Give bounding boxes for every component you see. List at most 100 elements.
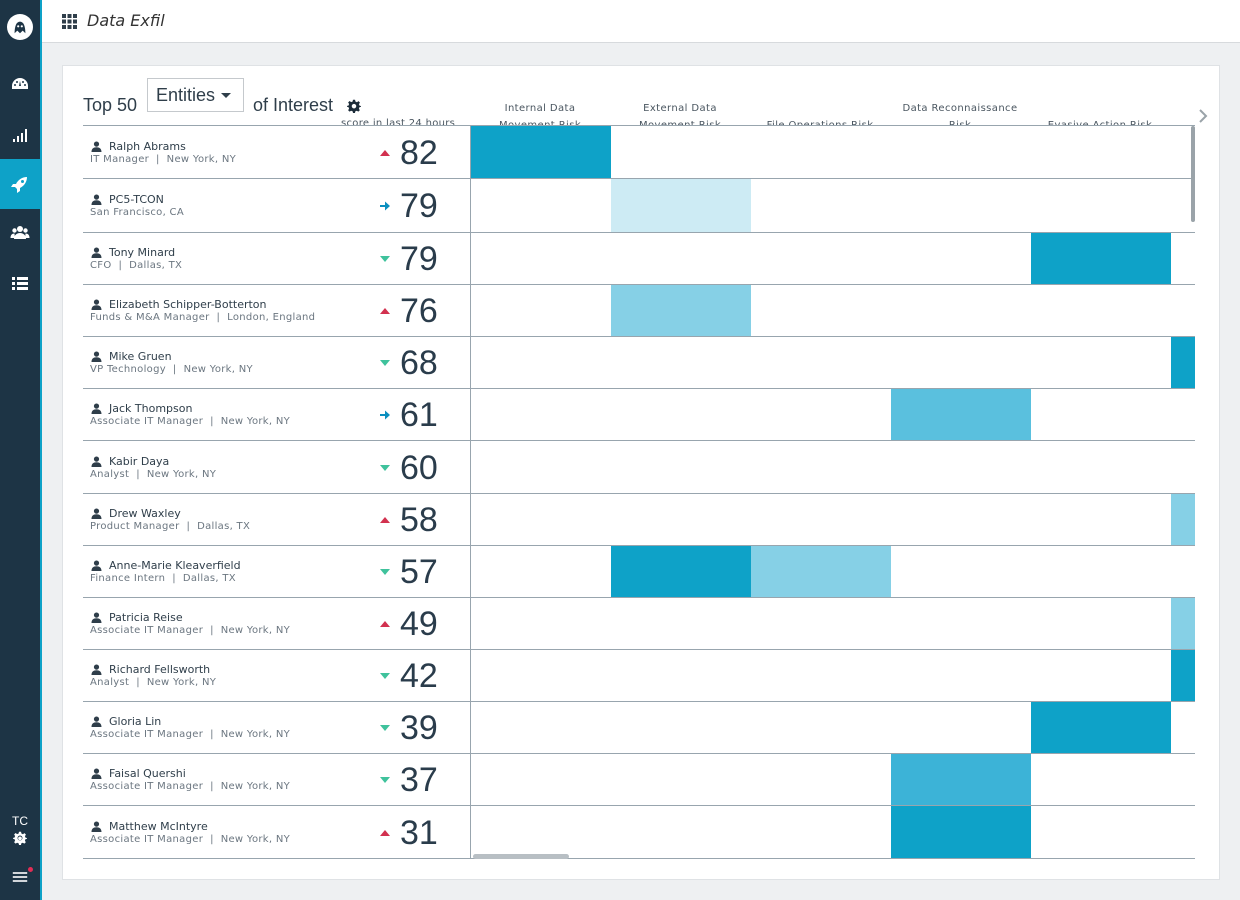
risk-heat-cell[interactable] bbox=[891, 126, 1032, 178]
risk-heat-cell[interactable] bbox=[751, 494, 892, 545]
risk-heat-cell[interactable] bbox=[891, 598, 1032, 649]
entity-cell[interactable]: Mike Gruen VP Technology | New York, NY 68 bbox=[83, 337, 471, 388]
risk-heat-cell[interactable] bbox=[1031, 441, 1172, 493]
table-row[interactable]: Kabir Daya Analyst | New York, NY 60 bbox=[83, 441, 1195, 494]
risk-heat-cell[interactable] bbox=[1171, 546, 1195, 597]
risk-heat-cell[interactable] bbox=[611, 754, 752, 805]
user-settings[interactable]: TC bbox=[0, 814, 40, 845]
risk-heat-cell[interactable] bbox=[471, 179, 612, 232]
risk-heat-cell[interactable] bbox=[471, 233, 612, 284]
risk-heat-cell[interactable] bbox=[611, 494, 752, 545]
risk-heat-cell[interactable] bbox=[751, 126, 892, 178]
entity-cell[interactable]: Anne-Marie Kleaverfield Finance Intern | … bbox=[83, 546, 471, 597]
entity-cell[interactable]: Richard Fellsworth Analyst | New York, NY… bbox=[83, 650, 471, 701]
entity-cell[interactable]: Faisal Quershi Associate IT Manager | New… bbox=[83, 754, 471, 805]
risk-heat-cell[interactable] bbox=[611, 546, 752, 597]
entity-cell[interactable]: Ralph Abrams IT Manager | New York, NY 82 bbox=[83, 126, 471, 178]
risk-heat-cell[interactable] bbox=[471, 126, 612, 178]
risk-heat-cell[interactable] bbox=[611, 441, 752, 493]
table-row[interactable]: Matthew McIntyre Associate IT Manager | N… bbox=[83, 806, 1195, 859]
risk-heat-cell[interactable] bbox=[751, 546, 892, 597]
risk-heat-cell[interactable] bbox=[471, 494, 612, 545]
entity-cell[interactable]: PC5-TCON San Francisco, CA 79 bbox=[83, 179, 471, 232]
risk-heat-cell[interactable] bbox=[471, 806, 612, 858]
risk-heat-cell[interactable] bbox=[471, 650, 612, 701]
risk-heat-cell[interactable] bbox=[751, 806, 892, 858]
risk-heat-cell[interactable] bbox=[751, 337, 892, 388]
risk-heat-cell[interactable] bbox=[1171, 598, 1195, 649]
risk-heat-cell[interactable] bbox=[471, 441, 612, 493]
risk-heat-cell[interactable] bbox=[891, 754, 1032, 805]
app-grid-icon[interactable] bbox=[62, 14, 77, 29]
risk-heat-cell[interactable] bbox=[1031, 598, 1172, 649]
risk-heat-cell[interactable] bbox=[751, 441, 892, 493]
chevron-right-icon[interactable] bbox=[1195, 108, 1211, 124]
risk-heat-cell[interactable] bbox=[1171, 754, 1195, 805]
risk-heat-cell[interactable] bbox=[1031, 389, 1172, 440]
risk-heat-cell[interactable] bbox=[611, 126, 752, 178]
risk-heat-cell[interactable] bbox=[471, 754, 612, 805]
risk-heat-cell[interactable] bbox=[1031, 650, 1172, 701]
risk-heat-cell[interactable] bbox=[891, 179, 1032, 232]
risk-heat-cell[interactable] bbox=[1171, 389, 1195, 440]
risk-heat-cell[interactable] bbox=[891, 285, 1032, 336]
risk-heat-cell[interactable] bbox=[611, 806, 752, 858]
risk-heat-cell[interactable] bbox=[1031, 179, 1172, 232]
risk-heat-cell[interactable] bbox=[471, 546, 612, 597]
table-row[interactable]: Patricia Reise Associate IT Manager | New… bbox=[83, 598, 1195, 650]
risk-heat-cell[interactable] bbox=[751, 179, 892, 232]
entity-cell[interactable]: Matthew McIntyre Associate IT Manager | N… bbox=[83, 806, 471, 858]
risk-heat-cell[interactable] bbox=[751, 754, 892, 805]
risk-heat-cell[interactable] bbox=[611, 650, 752, 701]
dashboard-icon[interactable] bbox=[0, 60, 40, 110]
entity-cell[interactable]: Kabir Daya Analyst | New York, NY 60 bbox=[83, 441, 471, 493]
table-row[interactable]: Tony Minard CFO | Dallas, TX 79 bbox=[83, 233, 1195, 285]
entity-cell[interactable]: Elizabeth Schipper-Botterton Funds & M&A … bbox=[83, 285, 471, 336]
risk-heat-cell[interactable] bbox=[891, 441, 1032, 493]
risk-heat-cell[interactable] bbox=[891, 546, 1032, 597]
risk-heat-cell[interactable] bbox=[1031, 494, 1172, 545]
risk-heat-cell[interactable] bbox=[471, 598, 612, 649]
table-row[interactable]: Elizabeth Schipper-Botterton Funds & M&A … bbox=[83, 285, 1195, 337]
risk-heat-cell[interactable] bbox=[751, 285, 892, 336]
table-row[interactable]: Mike Gruen VP Technology | New York, NY 68 bbox=[83, 337, 1195, 389]
risk-heat-cell[interactable] bbox=[1171, 233, 1195, 284]
risk-heat-cell[interactable] bbox=[471, 389, 612, 440]
horizontal-scrollbar[interactable] bbox=[473, 854, 569, 859]
risk-heat-cell[interactable] bbox=[1171, 494, 1195, 545]
risk-heat-cell[interactable] bbox=[891, 494, 1032, 545]
risk-heat-cell[interactable] bbox=[1031, 285, 1172, 336]
risk-heat-cell[interactable] bbox=[611, 233, 752, 284]
rocket-icon[interactable] bbox=[0, 159, 40, 209]
risk-heat-cell[interactable] bbox=[751, 389, 892, 440]
risk-heat-cell[interactable] bbox=[751, 233, 892, 284]
risk-heat-cell[interactable] bbox=[891, 806, 1032, 858]
risk-heat-cell[interactable] bbox=[891, 337, 1032, 388]
entity-cell[interactable]: Jack Thompson Associate IT Manager | New … bbox=[83, 389, 471, 440]
risk-heat-cell[interactable] bbox=[1031, 806, 1172, 858]
risk-heat-cell[interactable] bbox=[611, 389, 752, 440]
table-row[interactable]: Richard Fellsworth Analyst | New York, NY… bbox=[83, 650, 1195, 702]
entity-cell[interactable]: Patricia Reise Associate IT Manager | New… bbox=[83, 598, 471, 649]
signal-bars-icon[interactable] bbox=[0, 110, 40, 160]
risk-heat-cell[interactable] bbox=[1171, 337, 1195, 388]
risk-heat-cell[interactable] bbox=[1031, 126, 1172, 178]
risk-heat-cell[interactable] bbox=[891, 233, 1032, 284]
risk-heat-cell[interactable] bbox=[891, 389, 1032, 440]
risk-heat-cell[interactable] bbox=[611, 598, 752, 649]
risk-heat-cell[interactable] bbox=[611, 702, 752, 753]
risk-heat-cell[interactable] bbox=[751, 702, 892, 753]
table-row[interactable]: Drew Waxley Product Manager | Dallas, TX 5… bbox=[83, 494, 1195, 546]
risk-heat-cell[interactable] bbox=[1031, 233, 1172, 284]
table-row[interactable]: PC5-TCON San Francisco, CA 79 bbox=[83, 179, 1195, 233]
settings-gear-icon[interactable] bbox=[347, 99, 361, 113]
risk-heat-cell[interactable] bbox=[1171, 650, 1195, 701]
risk-heat-cell[interactable] bbox=[471, 702, 612, 753]
risk-heat-cell[interactable] bbox=[471, 337, 612, 388]
risk-heat-cell[interactable] bbox=[1171, 441, 1195, 493]
risk-heat-cell[interactable] bbox=[891, 650, 1032, 701]
table-row[interactable]: Faisal Quershi Associate IT Manager | New… bbox=[83, 754, 1195, 806]
entity-cell[interactable]: Tony Minard CFO | Dallas, TX 79 bbox=[83, 233, 471, 284]
risk-heat-cell[interactable] bbox=[611, 179, 752, 232]
table-row[interactable]: Ralph Abrams IT Manager | New York, NY 82 bbox=[83, 126, 1195, 179]
